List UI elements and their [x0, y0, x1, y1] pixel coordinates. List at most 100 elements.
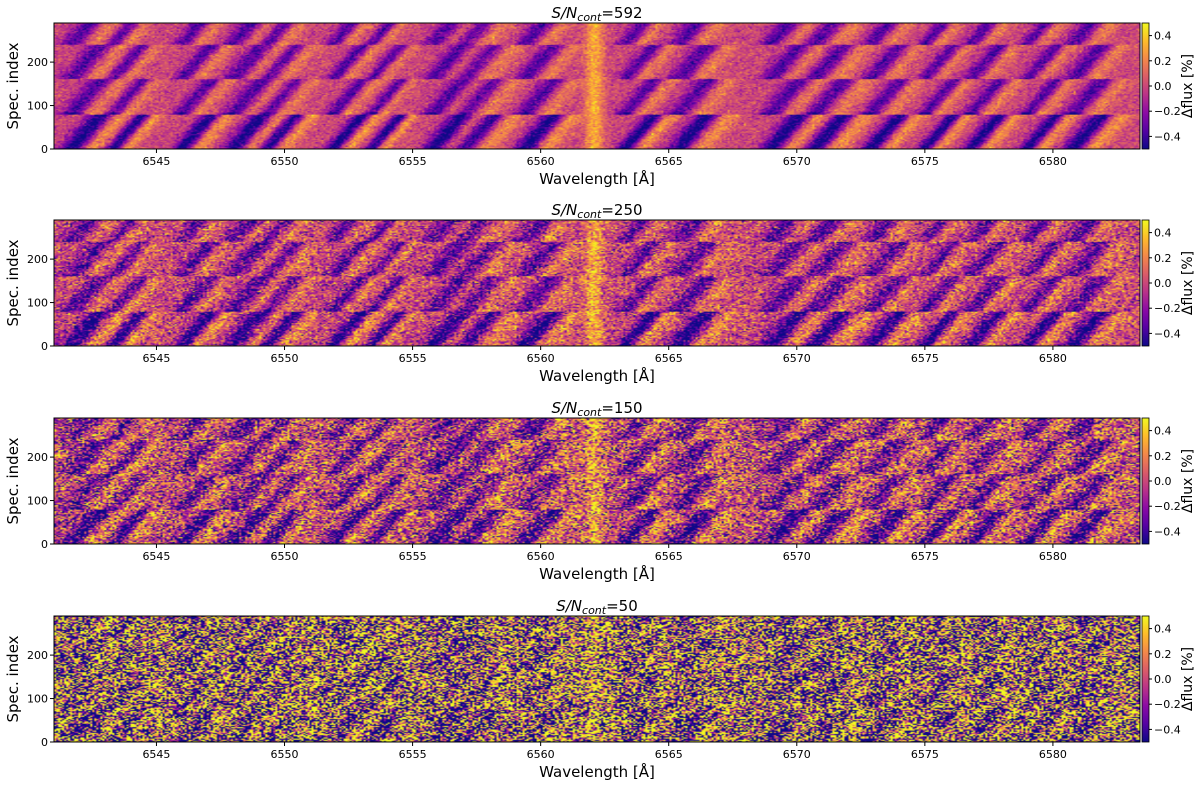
x-tick-label: 6575	[911, 748, 939, 761]
title-prefix: S/N	[551, 201, 577, 219]
x-axis-label: Wavelength [Å]	[539, 564, 655, 583]
x-tick-label: 6545	[142, 352, 170, 365]
colorbar-tick-label: −0.4	[1154, 525, 1181, 538]
colorbar-tick-label: −0.2	[1154, 105, 1181, 118]
x-tick-label: 6555	[399, 550, 427, 563]
y-tick-label: 200	[27, 56, 48, 69]
x-tick-label: 6575	[911, 352, 939, 365]
colorbar-tick-label: 0.2	[1154, 55, 1172, 68]
x-tick-label: 6545	[142, 550, 170, 563]
panel-snr-150: S/Ncont=150 6545 6550 6555 6560 6565 6570 6575 6…	[4, 399, 1196, 583]
title-prefix: S/N	[551, 4, 577, 22]
colorbar-tick-label: −0.2	[1154, 698, 1181, 711]
panel-title: S/Ncont=150	[551, 399, 642, 419]
y-tick-label: 200	[27, 451, 48, 464]
panel-snr-50: S/Ncont=50 6545 6550 6555 6560 6565 6570 6575 65…	[4, 597, 1196, 781]
panel-title: S/Ncont=50	[556, 597, 638, 617]
colorbar-tick-label: −0.2	[1154, 500, 1181, 513]
x-tick-label: 6560	[527, 748, 555, 761]
x-tick-label: 6565	[655, 155, 683, 168]
y-axis-label: Spec. index	[4, 437, 22, 524]
x-tick-label: 6560	[527, 550, 555, 563]
x-tick-label: 6555	[399, 352, 427, 365]
x-tick-label: 6545	[142, 155, 170, 168]
heatmap-image	[54, 616, 1140, 742]
colorbar-tick-label: 0.4	[1154, 425, 1172, 438]
x-tick-label: 6575	[911, 155, 939, 168]
colorbar-label: Δflux [%]	[1180, 449, 1196, 513]
y-tick-label: 100	[27, 693, 48, 706]
colorbar-tick-label: 0.0	[1154, 80, 1172, 93]
x-tick-label: 6545	[142, 748, 170, 761]
x-axis-label: Wavelength [Å]	[539, 762, 655, 781]
colorbar	[1141, 615, 1150, 743]
title-suffix: =592	[601, 4, 642, 22]
plot-frame	[53, 22, 1141, 150]
title-suffix: =250	[601, 201, 642, 219]
colorbar-tick-label: −0.4	[1154, 327, 1181, 340]
colorbar	[1141, 219, 1150, 347]
title-sub: cont	[577, 406, 602, 419]
x-tick-label: 6565	[655, 550, 683, 563]
x-tick-label: 6580	[1039, 155, 1067, 168]
y-axis-label: Spec. index	[4, 42, 22, 129]
x-tick-label: 6565	[655, 352, 683, 365]
x-tick-label: 6570	[783, 155, 811, 168]
heatmap-image	[54, 220, 1140, 346]
colorbar-tick-label: −0.4	[1154, 723, 1181, 736]
x-tick-label: 6565	[655, 748, 683, 761]
colorbar	[1141, 417, 1150, 545]
x-axis-label: Wavelength [Å]	[539, 169, 655, 188]
colorbar-label: Δflux [%]	[1180, 647, 1196, 711]
y-tick-label: 100	[27, 297, 48, 310]
x-tick-label: 6580	[1039, 748, 1067, 761]
colorbar-tick-label: 0.4	[1154, 623, 1172, 636]
colorbar-tick-label: 0.2	[1154, 648, 1172, 661]
title-suffix: =150	[601, 399, 642, 417]
y-tick-label: 0	[41, 143, 48, 156]
y-tick-label: 0	[41, 340, 48, 353]
colorbar	[1141, 22, 1150, 150]
colorbar-tick-label: −0.4	[1154, 130, 1181, 143]
y-tick-label: 200	[27, 649, 48, 662]
colorbar-tick-label: 0.2	[1154, 450, 1172, 463]
x-tick-label: 6550	[271, 155, 299, 168]
colorbar-tick-label: 0.0	[1154, 475, 1172, 488]
colorbar-label: Δflux [%]	[1180, 251, 1196, 315]
plot-frame	[53, 615, 1141, 743]
x-tick-label: 6570	[783, 550, 811, 563]
x-axis-label: Wavelength [Å]	[539, 366, 655, 385]
plot-frame	[53, 417, 1141, 545]
y-axis-label: Spec. index	[4, 239, 22, 326]
title-prefix: S/N	[556, 597, 582, 615]
colorbar-tick-label: −0.2	[1154, 302, 1181, 315]
colorbar-tick-label: 0.0	[1154, 673, 1172, 686]
y-tick-label: 200	[27, 253, 48, 266]
colorbar-tick-label: 0.4	[1154, 227, 1172, 240]
x-tick-label: 6560	[527, 155, 555, 168]
y-axis-label: Spec. index	[4, 635, 22, 722]
colorbar-label: Δflux [%]	[1180, 54, 1196, 118]
heatmap-image	[54, 418, 1140, 544]
title-sub: cont	[582, 604, 607, 617]
y-tick-label: 0	[41, 736, 48, 749]
x-tick-label: 6580	[1039, 352, 1067, 365]
x-tick-label: 6560	[527, 352, 555, 365]
title-suffix: =50	[606, 597, 638, 615]
x-tick-label: 6550	[271, 352, 299, 365]
panel-title: S/Ncont=250	[551, 201, 642, 221]
colorbar-tick-label: 0.0	[1154, 277, 1172, 290]
heatmap-image	[54, 23, 1140, 149]
title-prefix: S/N	[551, 399, 577, 417]
y-tick-label: 100	[27, 495, 48, 508]
colorbar-tick-label: 0.2	[1154, 252, 1172, 265]
y-tick-label: 100	[27, 100, 48, 113]
x-tick-label: 6570	[783, 748, 811, 761]
panel-title: S/Ncont=592	[551, 4, 642, 24]
colorbar-tick-label: 0.4	[1154, 30, 1172, 43]
title-sub: cont	[577, 11, 602, 24]
panel-snr-592: S/Ncont=592 6545 6550 6555 6560 6565 6570 6575 6…	[4, 4, 1196, 188]
plot-frame	[53, 219, 1141, 347]
x-tick-label: 6580	[1039, 550, 1067, 563]
